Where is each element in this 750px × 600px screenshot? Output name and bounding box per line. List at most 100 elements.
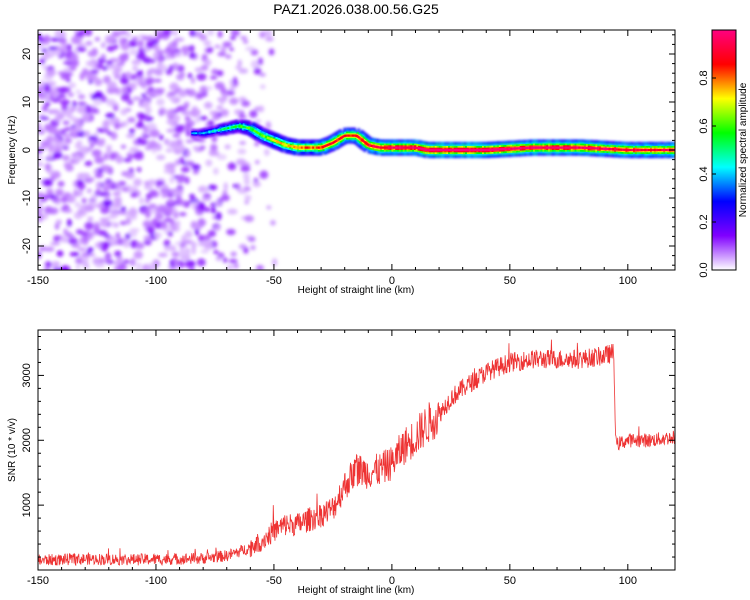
snr-y-axis-label: SNR (10 * v/v) bbox=[7, 418, 18, 482]
noise-blob bbox=[188, 44, 195, 52]
noise-blob bbox=[132, 65, 139, 72]
noise-blob bbox=[95, 204, 103, 208]
noise-blob bbox=[200, 234, 211, 242]
noise-blob bbox=[109, 221, 115, 227]
noise-blob bbox=[174, 52, 182, 58]
noise-blob bbox=[222, 257, 228, 263]
noise-blob bbox=[87, 247, 94, 252]
noise-blob bbox=[146, 40, 155, 49]
noise-blob bbox=[130, 192, 138, 198]
signal-track-segment bbox=[364, 141, 368, 146]
noise-blob bbox=[191, 137, 203, 142]
spectrogram-x-tick-label: 0 bbox=[389, 275, 395, 287]
noise-blob bbox=[91, 149, 102, 158]
noise-blob bbox=[207, 184, 218, 191]
noise-blob bbox=[211, 135, 218, 143]
signal-track-segment bbox=[321, 145, 325, 149]
noise-blob bbox=[252, 181, 261, 187]
noise-blob bbox=[259, 72, 266, 77]
snr-y-tick-label: 1000 bbox=[21, 493, 33, 517]
noise-blob bbox=[114, 250, 122, 257]
noise-blob bbox=[165, 47, 170, 52]
noise-blob bbox=[163, 218, 174, 222]
noise-blob bbox=[115, 232, 121, 239]
noise-blob bbox=[73, 188, 79, 197]
noise-blob bbox=[127, 116, 136, 123]
noise-blob bbox=[189, 52, 196, 59]
noise-blob bbox=[128, 208, 138, 217]
noise-blob bbox=[85, 70, 93, 76]
noise-blob bbox=[115, 155, 124, 164]
noise-blob bbox=[263, 148, 270, 156]
noise-blob bbox=[220, 194, 230, 202]
noise-blob bbox=[129, 258, 136, 267]
noise-blob bbox=[57, 180, 65, 187]
signal-track-segment bbox=[256, 131, 261, 135]
noise-blob bbox=[265, 121, 272, 130]
noise-blob bbox=[141, 100, 151, 109]
noise-blob bbox=[233, 262, 239, 269]
signal-track-segment bbox=[281, 142, 285, 146]
noise-blob bbox=[112, 202, 123, 207]
signal-track-segment bbox=[360, 138, 365, 142]
noise-blob bbox=[164, 163, 175, 170]
noise-blob bbox=[93, 225, 101, 235]
noise-blob bbox=[120, 93, 131, 102]
noise-blob bbox=[156, 49, 166, 54]
noise-blob bbox=[140, 138, 148, 146]
noise-blob bbox=[123, 157, 132, 163]
noise-blob bbox=[128, 128, 135, 134]
noise-blob bbox=[142, 58, 151, 63]
signal-track-segment bbox=[358, 136, 363, 141]
noise-blob bbox=[144, 198, 150, 204]
spectrogram-x-tick-label: 50 bbox=[504, 275, 516, 287]
noise-blob bbox=[98, 62, 103, 70]
noise-blob bbox=[68, 105, 74, 110]
noise-blob bbox=[121, 186, 129, 192]
signal-track-segment bbox=[274, 139, 278, 143]
noise-blob bbox=[45, 92, 51, 100]
noise-blob bbox=[100, 220, 109, 228]
noise-blob bbox=[129, 74, 137, 81]
signal-track-segment bbox=[251, 128, 255, 132]
noise-blob bbox=[83, 265, 91, 269]
noise-blob bbox=[224, 144, 231, 150]
noise-blob bbox=[197, 241, 208, 247]
noise-blob bbox=[106, 81, 118, 90]
noise-blob bbox=[77, 130, 86, 138]
noise-blob bbox=[209, 110, 219, 116]
noise-blob bbox=[103, 167, 114, 174]
noise-blob bbox=[253, 178, 259, 183]
signal-track-segment bbox=[362, 140, 367, 144]
noise-blob bbox=[239, 141, 247, 145]
noise-blob bbox=[243, 247, 249, 254]
noise-blob bbox=[217, 30, 223, 38]
noise-blob bbox=[92, 257, 102, 266]
colorbar-tick-label: 0.4 bbox=[698, 166, 710, 181]
noise-blob bbox=[147, 205, 153, 210]
noise-blob bbox=[206, 46, 214, 52]
noise-blob bbox=[79, 184, 85, 190]
noise-blob bbox=[118, 30, 129, 36]
noise-blob bbox=[101, 42, 106, 49]
noise-blob bbox=[51, 109, 60, 115]
noise-blob bbox=[235, 158, 247, 166]
noise-blob bbox=[184, 176, 190, 185]
noise-blob bbox=[229, 36, 236, 41]
noise-blob bbox=[187, 72, 193, 79]
noise-blob bbox=[38, 155, 44, 161]
noise-blob bbox=[85, 177, 96, 182]
noise-blob bbox=[103, 152, 109, 161]
noise-blob bbox=[250, 245, 256, 251]
noise-blob bbox=[153, 78, 162, 83]
noise-blob bbox=[144, 77, 153, 86]
signal-track-layer bbox=[191, 125, 675, 152]
noise-blob bbox=[240, 165, 251, 173]
noise-blob bbox=[185, 139, 194, 144]
noise-blob bbox=[136, 70, 144, 76]
noise-blob bbox=[169, 49, 176, 56]
noise-blob bbox=[68, 237, 79, 245]
noise-blob bbox=[81, 197, 87, 204]
colorbar-gradient bbox=[711, 29, 737, 271]
noise-blob bbox=[132, 96, 142, 101]
